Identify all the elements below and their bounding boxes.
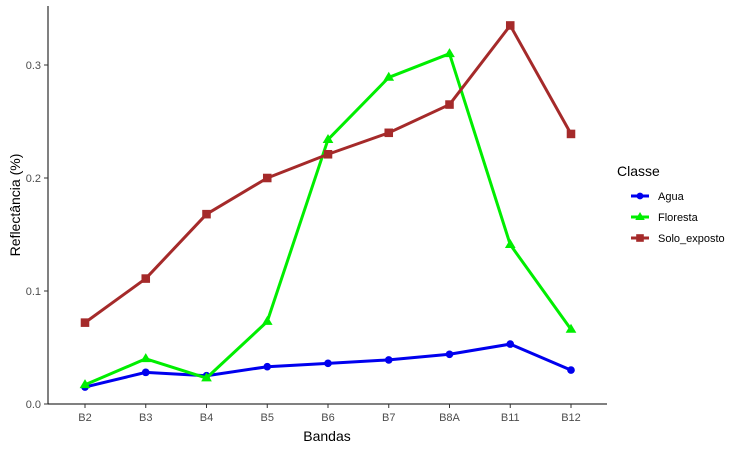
y-axis-title: Reflectância (%) bbox=[7, 154, 23, 257]
legend-key-marker bbox=[636, 192, 644, 200]
legend-key-marker bbox=[636, 234, 644, 242]
data-point-floresta bbox=[565, 323, 577, 333]
data-point-solo-exposto bbox=[141, 274, 151, 283]
data-point-agua bbox=[263, 362, 272, 371]
legend: Classe Agua Floresta Solo_exposto bbox=[617, 163, 725, 245]
x-tick-label: B3 bbox=[139, 412, 152, 424]
data-point-solo-exposto bbox=[262, 173, 272, 183]
x-tick-label: B8A bbox=[439, 412, 460, 424]
series-layer bbox=[79, 21, 577, 391]
data-point-floresta bbox=[444, 48, 455, 58]
data-point-floresta bbox=[140, 353, 152, 363]
data-point-floresta bbox=[504, 239, 516, 249]
x-tick-label: B5 bbox=[261, 412, 274, 424]
legend-key-marker bbox=[635, 212, 645, 220]
legend-item-solo-exposto: Solo_exposto bbox=[631, 233, 725, 245]
y-axis: 0.0 0.1 0.2 0.3 bbox=[26, 6, 49, 411]
x-tick-label: B4 bbox=[200, 412, 213, 424]
data-point-solo-exposto bbox=[505, 21, 515, 30]
y-tick-label: 0.0 bbox=[26, 399, 41, 411]
x-tick-label: B12 bbox=[561, 412, 581, 424]
data-point-agua bbox=[141, 368, 150, 377]
data-point-solo-exposto bbox=[384, 128, 394, 138]
series-floresta bbox=[79, 48, 577, 389]
x-tick-label: B6 bbox=[321, 412, 334, 424]
data-point-solo-exposto bbox=[202, 209, 211, 219]
data-point-solo-exposto bbox=[323, 149, 333, 159]
data-point-agua bbox=[324, 359, 332, 368]
legend-label-solo-exposto: Solo_exposto bbox=[658, 233, 725, 245]
x-tick-label: B7 bbox=[382, 412, 395, 424]
data-point-solo-exposto bbox=[80, 318, 90, 327]
data-point-solo-exposto bbox=[566, 129, 576, 139]
data-point-agua bbox=[567, 366, 575, 374]
y-tick-label: 0.3 bbox=[26, 60, 41, 72]
data-point-floresta bbox=[261, 315, 273, 325]
x-axis-title: Bandas bbox=[303, 428, 350, 444]
series-solo-exposto bbox=[80, 21, 576, 327]
legend-item-agua: Agua bbox=[631, 191, 685, 203]
x-tick-label: B11 bbox=[501, 412, 520, 424]
data-point-floresta bbox=[383, 71, 395, 81]
series-line-floresta bbox=[84, 52, 573, 387]
data-point-agua bbox=[445, 350, 454, 359]
y-tick-label: 0.1 bbox=[26, 286, 41, 298]
x-tick-label: B2 bbox=[78, 412, 91, 424]
data-point-agua bbox=[384, 356, 393, 364]
legend-item-floresta: Floresta bbox=[631, 212, 699, 224]
series-line-solo-exposto bbox=[84, 23, 573, 324]
data-point-floresta bbox=[79, 379, 91, 389]
y-tick-label: 0.2 bbox=[26, 173, 41, 185]
legend-title: Classe bbox=[617, 163, 660, 179]
legend-label-floresta: Floresta bbox=[658, 212, 699, 224]
series-agua bbox=[81, 340, 575, 391]
data-point-solo-exposto bbox=[445, 100, 454, 109]
data-point-agua bbox=[506, 340, 515, 348]
data-point-floresta bbox=[201, 372, 212, 382]
x-axis: B2 B3 B4 B5 B6 B7 B8A B11 B12 bbox=[48, 403, 607, 424]
legend-label-agua: Agua bbox=[658, 191, 685, 203]
data-point-floresta bbox=[322, 133, 334, 143]
